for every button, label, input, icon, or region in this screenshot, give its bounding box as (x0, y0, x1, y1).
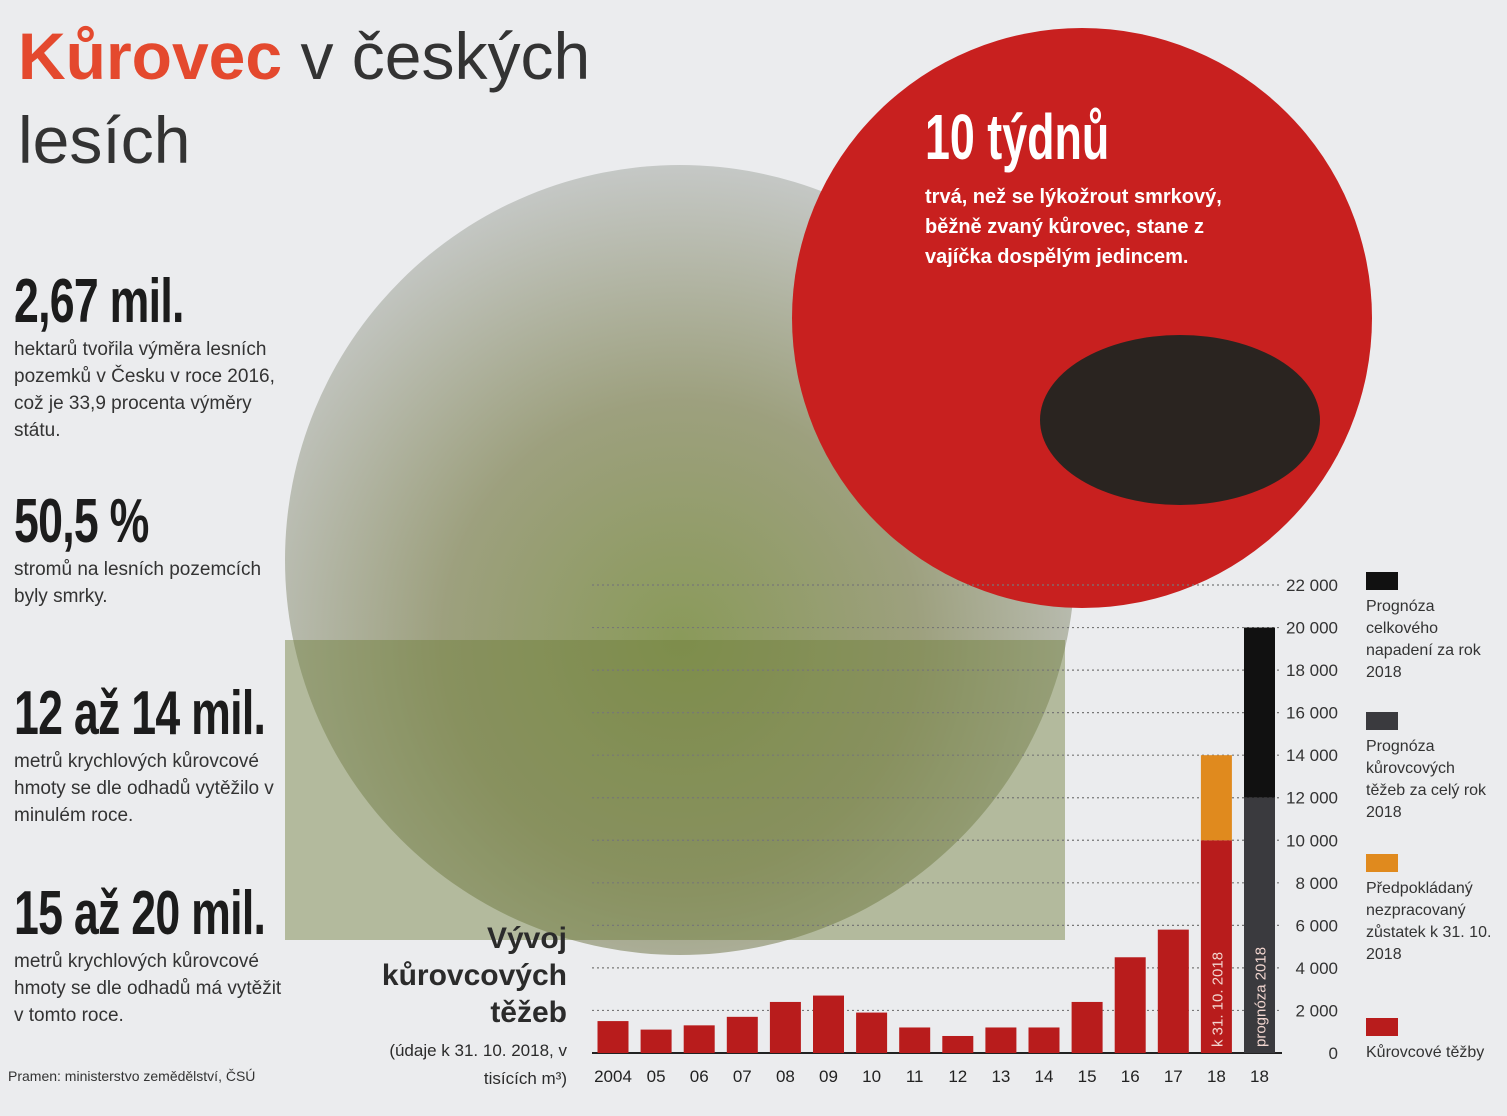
stat-value: 12 až 14 mil. (14, 680, 216, 748)
stat: 15 až 20 mil.metrů krychlových kůrovcové… (14, 880, 294, 1029)
legend-item: Kůrovcové těžby (1366, 1018, 1496, 1064)
x-tick-label: 09 (819, 1067, 838, 1086)
bar (1029, 1027, 1060, 1053)
bar (770, 1002, 801, 1053)
bar (942, 1036, 973, 1053)
bar-note: k 31. 10. 2018 (1209, 952, 1226, 1047)
x-tick-label: 16 (1121, 1067, 1140, 1086)
stat-value: 15 až 20 mil. (14, 880, 216, 948)
legend-label: Předpokládaný nezpracovaný zůstatek k 31… (1366, 878, 1496, 966)
chart-title: Vývoj kůrovcových těžeb (337, 920, 567, 1031)
x-tick-label: 18 (1250, 1067, 1269, 1086)
x-tick-label: 18 (1207, 1067, 1226, 1086)
y-tick-label: 0 (1329, 1044, 1338, 1063)
y-tick-label: 10 000 (1286, 831, 1338, 850)
legend-swatch (1366, 1018, 1398, 1036)
bar (813, 996, 844, 1053)
stat-text: stromů na lesních pozemcích byly smrky. (14, 556, 294, 610)
title-accent: Kůrovec (18, 19, 282, 93)
stat: 50,5 %stromů na lesních pozemcích byly s… (14, 488, 294, 610)
y-tick-label: 18 000 (1286, 661, 1338, 680)
highlight: 10 týdnů trvá, než se lýkožrout smrkový, … (925, 100, 1225, 272)
bar (1072, 1002, 1103, 1053)
y-tick-label: 12 000 (1286, 789, 1338, 808)
source: Pramen: ministerstvo zemědělství, ČSÚ (8, 1068, 255, 1084)
stat-text: metrů krychlových kůrovcové hmoty se dle… (14, 948, 294, 1029)
legend-label: Kůrovcové těžby (1366, 1042, 1496, 1064)
x-tick-label: 10 (862, 1067, 881, 1086)
bar (641, 1030, 672, 1053)
beetle-photo (1040, 335, 1320, 505)
bar (727, 1017, 758, 1053)
highlight-text: trvá, než se lýkožrout smrkový, běžně zv… (925, 182, 1225, 272)
x-tick-label: 05 (647, 1067, 666, 1086)
chart-heading: Vývoj kůrovcových těžeb (údaje k 31. 10. … (337, 920, 567, 1093)
y-tick-label: 20 000 (1286, 619, 1338, 638)
y-tick-label: 14 000 (1286, 746, 1338, 765)
y-tick-label: 4 000 (1295, 959, 1338, 978)
y-tick-label: 22 000 (1286, 576, 1338, 595)
bar (1115, 957, 1146, 1053)
infographic: 0 2 000 4 000 6 000 8 000 10 000 12 000 14 000 1… (0, 0, 1507, 1116)
x-tick-label: 15 (1078, 1067, 1097, 1086)
title: Kůrovec v českých lesích (18, 14, 698, 182)
bar (899, 1027, 930, 1053)
bar (856, 1013, 887, 1053)
x-tick-label: 06 (690, 1067, 709, 1086)
bar (1158, 930, 1189, 1053)
legend-item: Prognóza kůrovcových těžeb za celý rok 2… (1366, 712, 1496, 824)
y-tick-label: 16 000 (1286, 704, 1338, 723)
y-tick-label: 6 000 (1295, 916, 1338, 935)
x-tick-label: 08 (776, 1067, 795, 1086)
legend-swatch (1366, 572, 1398, 590)
bar (1201, 755, 1232, 840)
y-tick-label: 8 000 (1295, 874, 1338, 893)
chart-subtitle: (údaje k 31. 10. 2018, v tisících m³) (337, 1037, 567, 1093)
x-tick-label: 13 (991, 1067, 1010, 1086)
legend-label: Prognóza celkového napadení za rok 2018 (1366, 596, 1496, 684)
x-tick-label: 11 (906, 1067, 924, 1086)
legend-item: Předpokládaný nezpracovaný zůstatek k 31… (1366, 854, 1496, 966)
bar (684, 1025, 715, 1053)
legend-swatch (1366, 854, 1398, 872)
legend-label: Prognóza kůrovcových těžeb za celý rok 2… (1366, 736, 1496, 824)
stat-text: metrů krychlových kůrovcové hmoty se dle… (14, 748, 294, 829)
bar (1244, 628, 1275, 798)
legend-swatch (1366, 712, 1398, 730)
highlight-value: 10 týdnů (925, 100, 1135, 174)
stat-value: 2,67 mil. (14, 268, 216, 336)
x-tick-label: 17 (1164, 1067, 1183, 1086)
legend-item: Prognóza celkového napadení za rok 2018 (1366, 572, 1496, 684)
photo-ground (285, 640, 1065, 940)
bar (598, 1021, 629, 1053)
x-tick-label: 2004 (594, 1067, 632, 1086)
x-tick-label: 07 (733, 1067, 752, 1086)
stat: 2,67 mil.hektarů tvořila výměra lesních … (14, 268, 294, 444)
stat: 12 až 14 mil.metrů krychlových kůrovcové… (14, 680, 294, 829)
bar (985, 1027, 1016, 1053)
x-tick-label: 14 (1035, 1067, 1054, 1086)
y-tick-label: 2 000 (1295, 1001, 1338, 1020)
stat-value: 50,5 % (14, 488, 216, 556)
bar-note: prognóza 2018 (1253, 947, 1270, 1047)
x-tick-label: 12 (948, 1067, 967, 1086)
stat-text: hektarů tvořila výměra lesních pozemků v… (14, 336, 294, 444)
